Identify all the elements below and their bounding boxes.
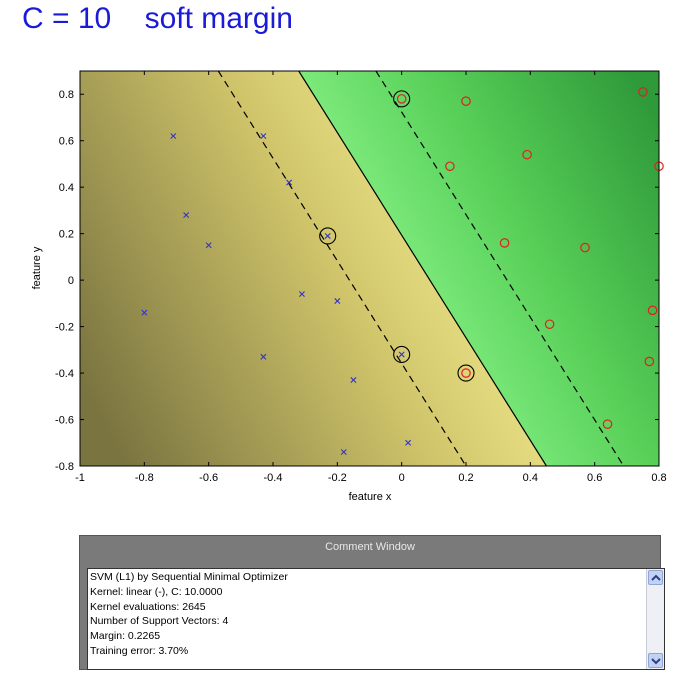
x-marker-stroke — [170, 133, 177, 140]
comment-scrollbar[interactable] — [646, 569, 664, 669]
y-tick-label: -0.4 — [55, 368, 74, 380]
data-point-o — [647, 305, 658, 316]
x-tick-label: -0.8 — [135, 472, 154, 484]
y-tick-label: 0.4 — [59, 182, 74, 194]
y-tick-label: 0 — [68, 275, 74, 287]
scroll-down-button[interactable] — [648, 653, 663, 668]
data-point-x — [260, 353, 267, 360]
data-point-o — [445, 161, 455, 172]
chevron-up-icon — [651, 574, 661, 581]
support-vector-ring — [393, 90, 411, 108]
margin-line — [217, 71, 467, 466]
data-point-x — [286, 179, 293, 186]
decision-boundary-line — [298, 71, 547, 466]
data-point-o — [544, 319, 555, 330]
comment-line: SVM (L1) by Sequential Minimal Optimizer — [90, 571, 288, 583]
x-marker-stroke — [398, 351, 405, 358]
x-tick-label: -0.6 — [199, 472, 218, 484]
data-point-x — [340, 449, 347, 456]
data-point-o — [580, 242, 590, 253]
data-point-o — [499, 238, 510, 248]
data-point-o — [644, 356, 655, 367]
data-point-x — [350, 377, 357, 384]
comment-lines: SVM (L1) by Sequential Minimal Optimizer… — [90, 570, 644, 659]
data-point-x — [298, 291, 305, 298]
y-tick-label: -0.2 — [55, 322, 74, 334]
x-marker-stroke — [334, 298, 341, 305]
chevron-down-icon — [651, 658, 661, 665]
y-tick-label: -0.8 — [55, 461, 74, 473]
x-marker-stroke — [324, 232, 331, 239]
x-marker-stroke — [183, 212, 190, 219]
x-marker-stroke — [260, 353, 267, 360]
support-vector-ring — [319, 227, 337, 245]
x-marker-stroke — [260, 133, 267, 140]
svm-plot: -1 -0.8 -0.6 -0.4 -0.2 0 0.2 0.4 0.6 0.80.80.60.4… — [31, 70, 667, 503]
y-tick-label: 0.8 — [59, 89, 74, 101]
comment-line: Margin: 0.2265 — [90, 630, 161, 643]
data-point-o — [602, 419, 613, 429]
x-tick-label: 0.8 — [651, 472, 666, 484]
x-marker-stroke — [286, 179, 293, 186]
data-point-x — [205, 242, 212, 249]
comment-window: Comment Window SVM (L1) by Sequential Mi… — [79, 535, 665, 670]
x-tick-label: -1 — [75, 472, 85, 484]
x-tick-label: -0.4 — [264, 472, 283, 484]
y-tick-label: -0.6 — [55, 415, 74, 427]
comment-window-title: Comment Window — [325, 541, 415, 553]
x-marker-stroke — [298, 291, 305, 298]
y-tick-label: 0.2 — [59, 229, 74, 241]
x-tick-label: -0.2 — [328, 472, 347, 484]
class-region-positive — [298, 71, 659, 466]
margin-line — [375, 71, 625, 466]
x-axis-label: feature x — [349, 491, 392, 503]
scroll-up-button[interactable] — [648, 570, 663, 585]
x-marker-stroke — [350, 377, 357, 384]
x-marker-stroke — [405, 439, 412, 446]
comment-line: Kernel evaluations: 2645 — [90, 600, 206, 613]
x-tick-label: 0 — [399, 472, 405, 484]
support-vector-ring — [393, 345, 411, 364]
x-tick-label: 0.4 — [523, 472, 538, 484]
data-point-o — [461, 368, 471, 378]
x-tick-label: 0.6 — [587, 472, 602, 484]
x-marker-stroke — [340, 449, 347, 456]
data-point-x — [183, 212, 190, 219]
data-point-x — [398, 351, 405, 358]
data-point-x — [260, 133, 267, 140]
comment-line: Kernel: linear (-), C: 10.0000 — [90, 585, 223, 598]
data-point-x — [170, 133, 177, 140]
x-tick-label: 0.2 — [458, 472, 473, 484]
plot-frame — [79, 70, 660, 467]
data-point-x — [324, 232, 331, 239]
y-tick-label: 0.6 — [59, 136, 74, 148]
support-vector-ring — [457, 364, 475, 382]
x-marker-stroke — [205, 242, 212, 249]
comment-line: Number of Support Vectors: 4 — [90, 615, 229, 628]
data-point-x — [405, 439, 412, 446]
data-point-o — [638, 87, 648, 97]
data-point-x — [141, 309, 148, 316]
comment-line: Training error: 3.70% — [90, 644, 189, 657]
data-point-x — [334, 298, 341, 305]
data-point-o — [522, 149, 532, 160]
x-marker-stroke — [141, 309, 148, 316]
y-axis-label: feature y — [31, 246, 43, 289]
chart-title: C = 10 soft margin — [22, 2, 293, 35]
data-point-o — [461, 96, 471, 107]
data-point-o — [396, 94, 407, 104]
comment-text-box[interactable]: SVM (L1) by Sequential Minimal Optimizer… — [87, 568, 665, 670]
